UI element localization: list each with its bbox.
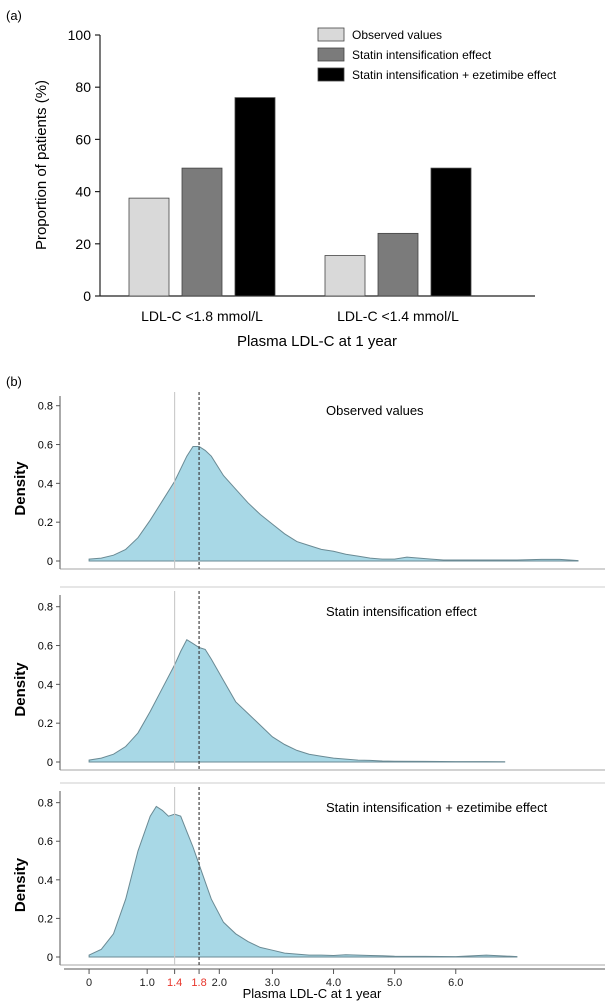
bar-2-1 — [324, 255, 366, 297]
density-area-2 — [88, 638, 506, 763]
density-y-tick-label: 0.6 — [38, 641, 53, 653]
density-x-tick-label: 1.4 — [167, 977, 182, 989]
bar-category-label: LDL-C <1.4 mmol/L — [337, 308, 459, 324]
density-area-3 — [88, 805, 518, 958]
legend-swatch-1 — [317, 27, 345, 42]
density-area-1 — [88, 446, 579, 562]
density-x-tick-label: 1.0 — [140, 977, 155, 989]
density-x-axis: 0 1.0 1.4 1.8 2.0 3.0 4.0 5.0 6.0 — [64, 968, 605, 989]
density-y-axis-label: Density — [12, 857, 29, 912]
density-y-tick-label: 0.8 — [38, 798, 53, 810]
density-y-tick-label: 0.4 — [38, 679, 53, 691]
panel-a-label: (a) — [6, 8, 22, 23]
bar-y-ticks: 0 20 40 60 80 100 — [68, 27, 100, 304]
density-x-tick-label: 6.0 — [448, 977, 463, 989]
density-y-tick-label: 0.2 — [38, 517, 53, 529]
bar-y-tick-label: 40 — [75, 184, 91, 200]
density-y-tick-label: 0.6 — [38, 836, 53, 848]
density-y-tick-label: 0.4 — [38, 478, 53, 490]
bar-y-tick-label: 80 — [75, 79, 91, 95]
bar-2-2 — [377, 232, 419, 297]
bar-1-3 — [234, 97, 276, 297]
legend-swatch-2 — [317, 47, 345, 62]
density-x-tick-label: 0 — [86, 977, 92, 989]
density-x-tick-label: 1.8 — [191, 977, 206, 989]
density-x-axis-label: Plasma LDL-C at 1 year — [243, 986, 382, 1001]
bar-y-tick-label: 20 — [75, 236, 91, 252]
density-y-axis-label: Density — [12, 461, 29, 516]
density-x-tick-label: 4.0 — [326, 977, 341, 989]
density-x-tick-label: 5.0 — [387, 977, 402, 989]
density-y-tick-label: 0.2 — [38, 718, 53, 730]
density-y-tick-label: 0.8 — [38, 602, 53, 614]
bar-chart: 0 20 40 60 80 100 LDL-C <1.8 mmol/L LDL-C <1.4… — [33, 27, 557, 350]
bar-x-axis-label: Plasma LDL-C at 1 year — [237, 333, 397, 350]
bar-2-3 — [430, 167, 472, 297]
density-panel-title: Observed values — [326, 403, 424, 418]
density-x-tick-label: 3.0 — [265, 977, 280, 989]
density-panel-title: Statin intensification effect — [326, 604, 477, 619]
density-panel-1: 0 0.2 0.4 0.6 0.8 Density Observed values — [12, 392, 605, 570]
legend-swatch-3 — [317, 67, 345, 82]
density-y-tick-label: 0.2 — [38, 913, 53, 925]
bar-y-tick-label: 60 — [75, 131, 91, 147]
density-panel-2: 0 0.2 0.4 0.6 0.8 Density Statin intensificati… — [12, 586, 605, 771]
bars — [128, 97, 472, 297]
bar-1-1 — [128, 197, 170, 297]
legend-entry-2: Statin intensification effect — [352, 48, 492, 62]
legend-entry-3: Statin intensification + ezetimibe effec… — [352, 68, 557, 82]
legend: Observed values Statin intensification ef… — [317, 27, 557, 82]
panel-b-label: (b) — [6, 374, 22, 389]
bar-category-labels: LDL-C <1.8 mmol/L LDL-C <1.4 mmol/L — [141, 308, 459, 324]
density-y-tick-label: 0.4 — [38, 875, 53, 887]
density-y-axis-label: Density — [12, 662, 29, 717]
bar-category-label: LDL-C <1.8 mmol/L — [141, 308, 263, 324]
legend-entry-1: Observed values — [352, 28, 442, 42]
density-y-tick-label: 0.6 — [38, 440, 53, 452]
bar-y-axis-label: Proportion of patients (%) — [33, 80, 50, 250]
density-panel-title: Statin intensification + ezetimibe effec… — [326, 800, 548, 815]
bar-1-2 — [181, 167, 223, 297]
bar-y-tick-label: 100 — [68, 27, 92, 43]
bar-y-tick-label: 0 — [83, 288, 91, 304]
density-y-tick-label: 0.8 — [38, 401, 53, 413]
density-panel-3: 0 0.2 0.4 0.6 0.8 Density Statin intensificati… — [12, 782, 605, 966]
density-x-tick-label: 2.0 — [212, 977, 227, 989]
density-y-tick-label: 0 — [47, 757, 53, 769]
density-y-tick-label: 0 — [47, 952, 53, 964]
density-y-tick-label: 0 — [47, 556, 53, 568]
